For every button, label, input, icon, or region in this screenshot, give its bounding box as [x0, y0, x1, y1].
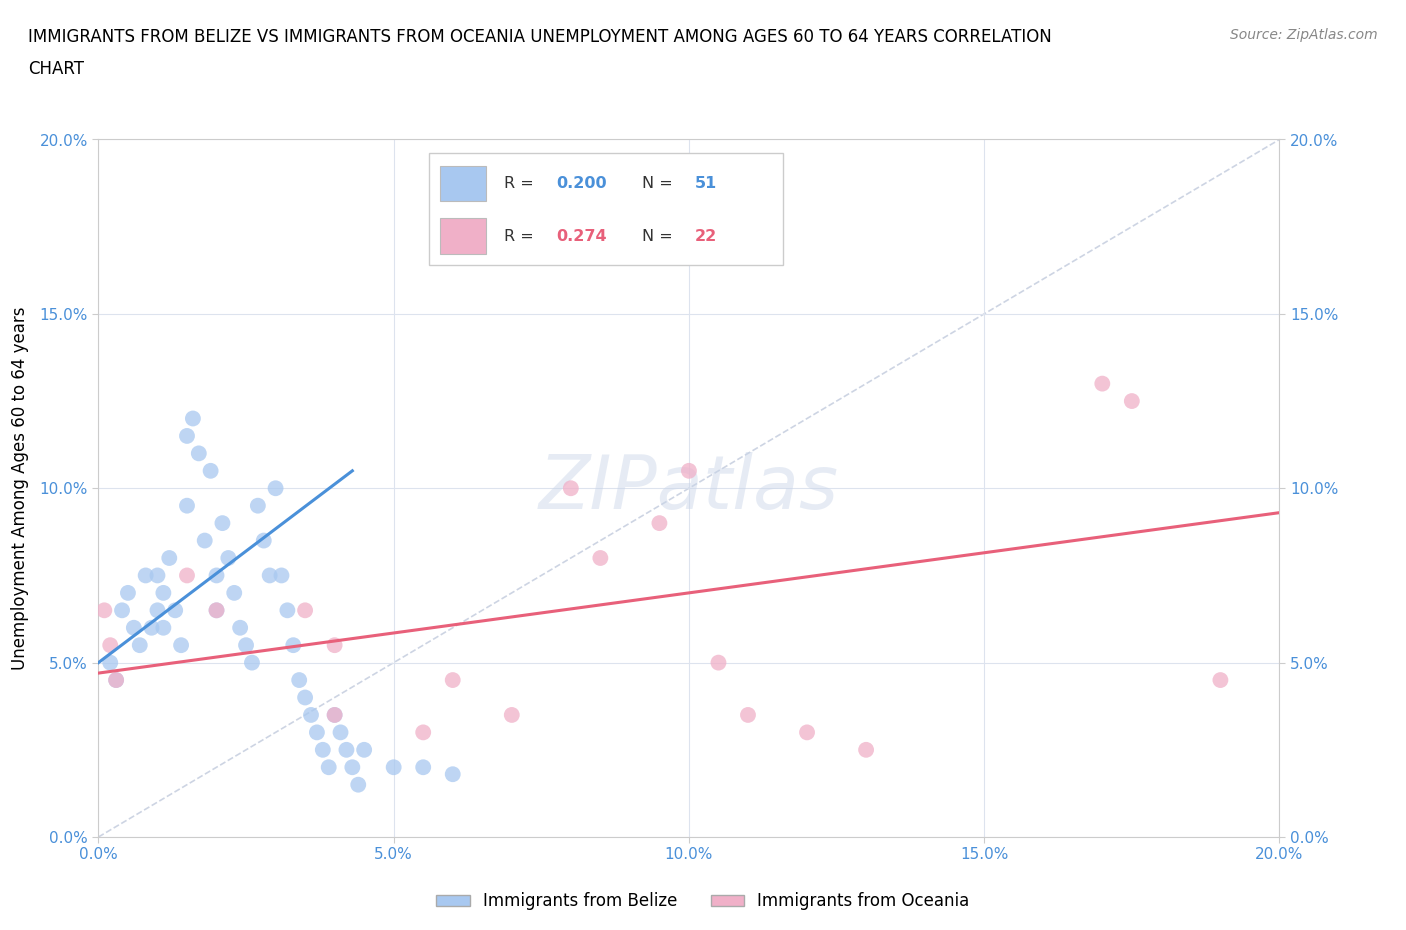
Point — [335, 742, 357, 757]
Point — [229, 620, 252, 635]
Point — [246, 498, 269, 513]
Point — [707, 656, 730, 671]
Text: CHART: CHART — [28, 60, 84, 78]
Point — [382, 760, 405, 775]
Point — [329, 725, 352, 740]
Point — [105, 672, 128, 687]
Point — [323, 708, 346, 723]
Point — [353, 742, 375, 757]
Point — [294, 690, 316, 705]
Point — [288, 672, 311, 687]
Point — [648, 515, 671, 530]
Point — [146, 603, 169, 618]
Point — [501, 708, 523, 723]
Point — [105, 672, 128, 687]
Point — [259, 568, 281, 583]
Point — [312, 742, 335, 757]
Point — [176, 429, 198, 444]
Point — [283, 638, 305, 653]
Legend: Immigrants from Belize, Immigrants from Oceania: Immigrants from Belize, Immigrants from … — [430, 885, 976, 917]
Point — [1091, 377, 1114, 392]
Point — [170, 638, 193, 653]
Point — [205, 603, 228, 618]
Point — [152, 620, 174, 635]
Point — [181, 411, 204, 426]
Text: Source: ZipAtlas.com: Source: ZipAtlas.com — [1230, 28, 1378, 42]
Point — [441, 672, 464, 687]
Point — [98, 656, 121, 671]
Point — [560, 481, 582, 496]
Point — [240, 656, 263, 671]
Point — [146, 568, 169, 583]
Point — [157, 551, 180, 565]
Point — [135, 568, 157, 583]
Point — [305, 725, 328, 740]
Point — [412, 725, 434, 740]
Point — [270, 568, 292, 583]
Point — [299, 708, 322, 723]
Point — [176, 568, 198, 583]
Point — [235, 638, 257, 653]
Point — [152, 586, 174, 601]
Point — [128, 638, 150, 653]
Point — [224, 586, 246, 601]
Point — [205, 603, 228, 618]
Point — [796, 725, 818, 740]
Text: ZIPatlas: ZIPatlas — [538, 452, 839, 525]
Point — [253, 533, 276, 548]
Point — [111, 603, 134, 618]
Point — [211, 515, 233, 530]
Point — [323, 708, 346, 723]
Point — [194, 533, 217, 548]
Point — [264, 481, 287, 496]
Point — [122, 620, 145, 635]
Point — [141, 620, 163, 635]
Point — [412, 760, 434, 775]
Point — [323, 638, 346, 653]
Point — [187, 446, 209, 461]
Point — [205, 568, 228, 583]
Point — [678, 463, 700, 478]
Point — [98, 638, 121, 653]
Point — [318, 760, 340, 775]
Point — [855, 742, 877, 757]
Point — [347, 777, 370, 792]
Point — [165, 603, 187, 618]
Point — [176, 498, 198, 513]
Y-axis label: Unemployment Among Ages 60 to 64 years: Unemployment Among Ages 60 to 64 years — [10, 307, 28, 670]
Text: IMMIGRANTS FROM BELIZE VS IMMIGRANTS FROM OCEANIA UNEMPLOYMENT AMONG AGES 60 TO : IMMIGRANTS FROM BELIZE VS IMMIGRANTS FRO… — [28, 28, 1052, 46]
Point — [200, 463, 222, 478]
Point — [276, 603, 298, 618]
Point — [589, 551, 612, 565]
Point — [1209, 672, 1232, 687]
Point — [1121, 393, 1143, 408]
Point — [737, 708, 759, 723]
Point — [117, 586, 139, 601]
Point — [217, 551, 239, 565]
Point — [342, 760, 364, 775]
Point — [294, 603, 316, 618]
Point — [441, 766, 464, 781]
Point — [93, 603, 115, 618]
